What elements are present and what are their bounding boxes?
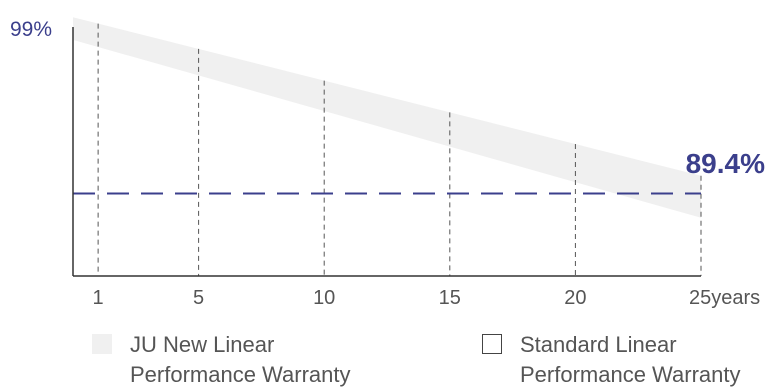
x-tick-label: 1 <box>93 287 104 309</box>
legend-label-standard-line1: Standard Linear <box>520 332 677 357</box>
x-tick-label: 20 <box>564 287 586 309</box>
legend-swatch-outline <box>482 334 502 354</box>
legend-label-ju-line2: Performance Warranty <box>130 362 351 387</box>
x-tick-label: 5 <box>193 287 204 309</box>
legend-label-ju-line1: JU New Linear <box>130 332 275 357</box>
legend-swatch-band <box>92 334 112 354</box>
x-tick-label: 10 <box>313 287 335 309</box>
y-tick-label: 99% <box>10 18 53 41</box>
x-tick-group: 1 5 10 15 20 25years <box>93 287 761 309</box>
warranty-chart: 1 5 10 15 20 25years 89.4% <box>72 17 765 309</box>
end-value-label: 89.4% <box>686 148 765 179</box>
band-series <box>73 17 701 218</box>
legend-item-standard: Standard Linear Performance Warranty <box>482 330 770 390</box>
legend-label-standard-line2: Performance Warranty <box>520 362 741 387</box>
legend-label-standard: Standard Linear Performance Warranty <box>520 330 770 390</box>
x-tick-label: 15 <box>439 287 461 309</box>
x-tick-label: 25years <box>689 287 760 309</box>
legend-item-ju: JU New Linear Performance Warranty <box>92 330 380 390</box>
legend-label-ju: JU New Linear Performance Warranty <box>130 330 380 390</box>
